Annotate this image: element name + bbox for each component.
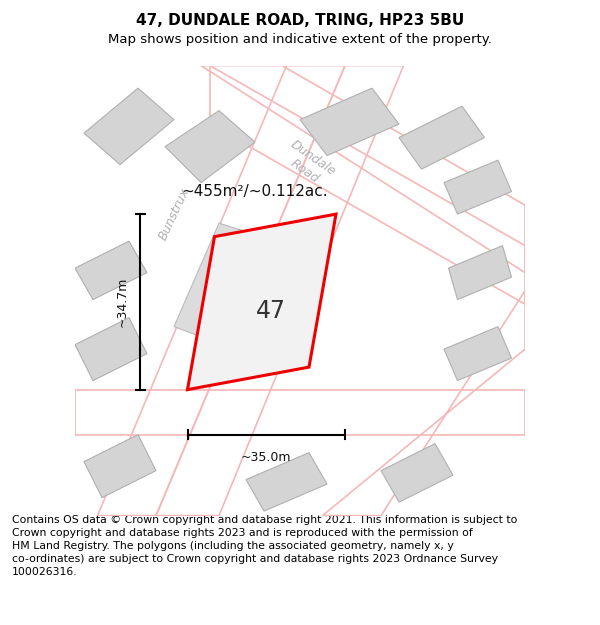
Text: 47, DUNDALE ROAD, TRING, HP23 5BU: 47, DUNDALE ROAD, TRING, HP23 5BU [136,13,464,28]
Polygon shape [449,246,511,299]
Polygon shape [399,106,485,169]
Polygon shape [165,111,255,182]
Polygon shape [300,88,399,156]
Polygon shape [84,88,174,164]
Polygon shape [174,223,291,354]
Polygon shape [246,452,327,511]
Text: Contains OS data © Crown copyright and database right 2021. This information is : Contains OS data © Crown copyright and d… [12,515,517,578]
Polygon shape [75,318,147,381]
Polygon shape [444,160,511,214]
Text: Dundale
Road: Dundale Road [280,138,338,191]
Polygon shape [444,327,511,381]
Text: ~455m²/~0.112ac.: ~455m²/~0.112ac. [182,184,328,199]
Polygon shape [381,444,453,502]
Text: 47: 47 [256,299,286,323]
Text: ~35.0m: ~35.0m [241,451,292,464]
Polygon shape [187,214,336,389]
Text: Bunstrux: Bunstrux [156,186,192,242]
Polygon shape [75,241,147,299]
Text: ~34.7m: ~34.7m [116,277,129,327]
Polygon shape [84,434,156,498]
Text: Map shows position and indicative extent of the property.: Map shows position and indicative extent… [108,33,492,46]
